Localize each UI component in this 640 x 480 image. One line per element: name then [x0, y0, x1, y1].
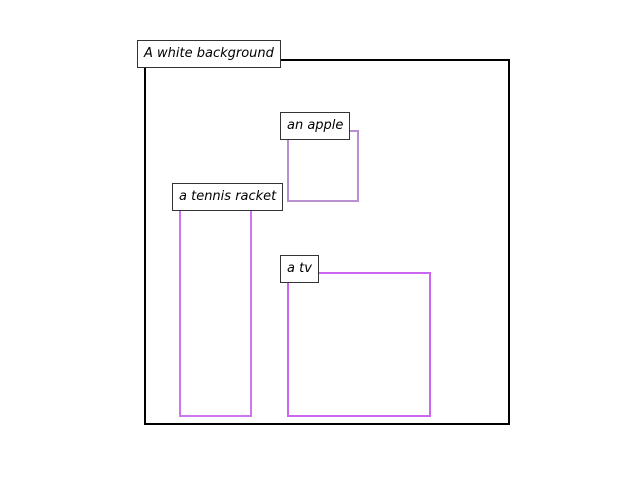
- tv-label: a tv: [280, 255, 319, 283]
- background-frame: [144, 59, 510, 425]
- apple-box: [287, 130, 359, 202]
- tv-box: [287, 272, 431, 417]
- tennis-racket-box: [179, 201, 252, 417]
- apple-label: an apple: [280, 112, 351, 140]
- background-label: A white background: [137, 40, 281, 68]
- tennis-racket-label: a tennis racket: [172, 183, 284, 211]
